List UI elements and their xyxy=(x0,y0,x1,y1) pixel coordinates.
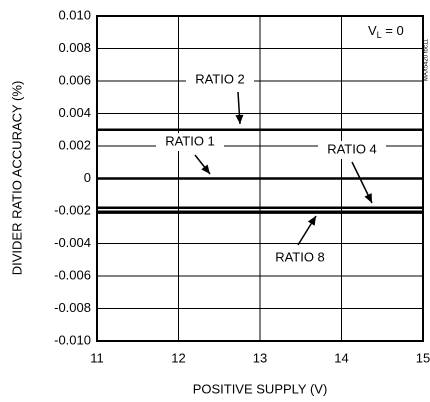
y-tick-label: 0.002 xyxy=(58,137,91,152)
series-label: RATIO 4 xyxy=(327,141,377,156)
label-bg xyxy=(186,71,254,89)
arrow-head xyxy=(307,216,316,226)
y-tick-label: -0.002 xyxy=(54,202,91,217)
x-tick-label: 15 xyxy=(416,350,430,365)
figure-id: MAX5420 toc11 xyxy=(424,38,430,81)
y-tick-label: 0.004 xyxy=(58,105,91,120)
condition-sub: L xyxy=(377,30,382,40)
y-tick-label: -0.006 xyxy=(54,267,91,282)
condition-v: V xyxy=(368,23,377,38)
y-axis-label: DIVIDER RATIO ACCURACY (%) xyxy=(9,81,24,276)
y-tick-label: 0 xyxy=(84,170,91,185)
x-tick-label: 13 xyxy=(253,350,267,365)
label-bg xyxy=(266,249,334,267)
y-tick-label: -0.004 xyxy=(54,235,91,250)
arrow-head xyxy=(235,114,244,124)
x-tick-label: 12 xyxy=(171,350,185,365)
condition-rest: = 0 xyxy=(382,23,404,38)
y-tick-label: 0.008 xyxy=(58,40,91,55)
arrow-head xyxy=(364,193,372,203)
arrow-head xyxy=(201,164,210,174)
series-label: RATIO 8 xyxy=(275,249,325,264)
y-tick-label: -0.010 xyxy=(54,332,91,347)
x-tick-label: 11 xyxy=(90,350,104,365)
y-tick-label: 0.006 xyxy=(58,72,91,87)
y-tick-label: 0.010 xyxy=(58,7,91,22)
y-tick-label: -0.008 xyxy=(54,300,91,315)
x-axis-label: POSITIVE SUPPLY (V) xyxy=(193,381,328,396)
label-bg xyxy=(318,141,386,159)
condition-label: VL = 0 xyxy=(368,23,404,40)
series-label: RATIO 2 xyxy=(195,71,245,86)
series-label: RATIO 1 xyxy=(165,133,215,148)
x-tick-label: 14 xyxy=(334,350,348,365)
label-bg xyxy=(156,133,224,151)
